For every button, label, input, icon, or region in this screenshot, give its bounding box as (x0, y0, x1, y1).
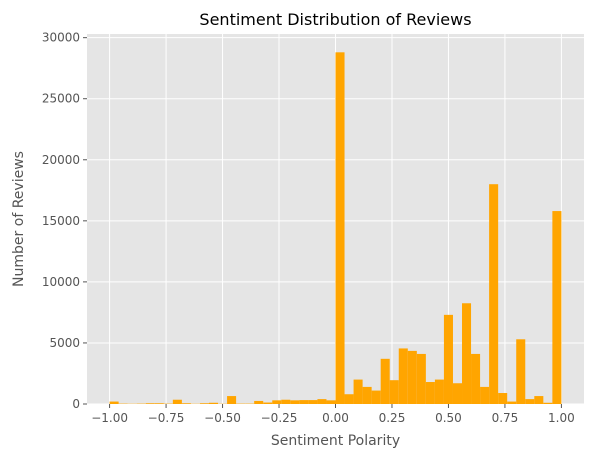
bar-37 (443, 314, 453, 404)
y-axis-label: Number of Reviews (11, 151, 27, 287)
x-axis-ticks: −1.00 −0.75 −0.50 −0.25 0.00 0.25 0.50 0.75 1.00 (91, 404, 575, 425)
bar-4 (145, 403, 155, 404)
bar-7 (172, 399, 182, 404)
x-tick-label-6: 0.50 (435, 411, 462, 425)
y-tick-label-4: 20000 (42, 153, 80, 167)
y-tick-label-6: 30000 (42, 31, 80, 45)
bar-26 (344, 394, 354, 404)
bar-17 (263, 402, 273, 404)
chart-title: Sentiment Distribution of Reviews (199, 10, 471, 29)
bar-48 (543, 402, 553, 404)
bar-35 (425, 382, 435, 404)
bar-47 (534, 396, 544, 404)
x-tick-label-5: 0.25 (379, 411, 406, 425)
x-tick-label-2: −0.50 (204, 411, 241, 425)
bar-24 (326, 400, 336, 404)
bar-0 (109, 401, 119, 404)
bar-19 (281, 399, 291, 404)
bar-20 (290, 400, 300, 404)
bar-49 (552, 211, 562, 404)
bar-42 (489, 184, 499, 404)
x-axis-label: Sentiment Polarity (271, 433, 400, 449)
bar-34 (416, 353, 426, 404)
bar-41 (480, 386, 490, 404)
x-tick-label-7: 0.75 (492, 411, 519, 425)
x-tick-label-1: −0.75 (148, 411, 185, 425)
bar-46 (525, 399, 535, 404)
bar-45 (516, 339, 526, 404)
bar-40 (471, 353, 481, 404)
bar-33 (407, 350, 417, 404)
bar-25 (335, 52, 345, 404)
bar-44 (507, 401, 517, 404)
y-tick-label-3: 15000 (42, 214, 80, 228)
bar-11 (208, 402, 219, 404)
x-tick-label-4: 0.00 (322, 411, 349, 425)
bar-39 (462, 303, 472, 404)
bar-23 (317, 399, 327, 404)
bar-31 (389, 380, 399, 404)
bar-27 (353, 379, 363, 404)
bar-28 (362, 386, 372, 404)
bar-22 (308, 400, 318, 404)
bar-38 (452, 383, 463, 404)
bar-30 (380, 358, 390, 404)
bar-16 (254, 400, 264, 404)
y-tick-label-1: 5000 (49, 336, 80, 350)
x-tick-label-3: −0.25 (261, 411, 298, 425)
bar-29 (371, 390, 381, 404)
x-tick-label-8: 1.00 (548, 411, 575, 425)
x-tick-label-0: −1.00 (91, 411, 128, 425)
y-axis-ticks: 0 5000 10000 15000 20000 25000 30000 (42, 31, 87, 411)
y-tick-label-0: 0 (72, 397, 80, 411)
bar-5 (154, 403, 164, 404)
bar-10 (199, 403, 209, 404)
bar-32 (398, 348, 408, 404)
bar-43 (498, 393, 508, 404)
bar-36 (434, 379, 444, 404)
bar-8 (181, 403, 191, 404)
histogram-bars (109, 52, 562, 404)
y-tick-label-2: 10000 (42, 275, 80, 289)
bar-21 (299, 400, 309, 404)
bar-18 (272, 400, 282, 404)
y-tick-label-5: 25000 (42, 92, 80, 106)
bar-13 (227, 396, 237, 404)
